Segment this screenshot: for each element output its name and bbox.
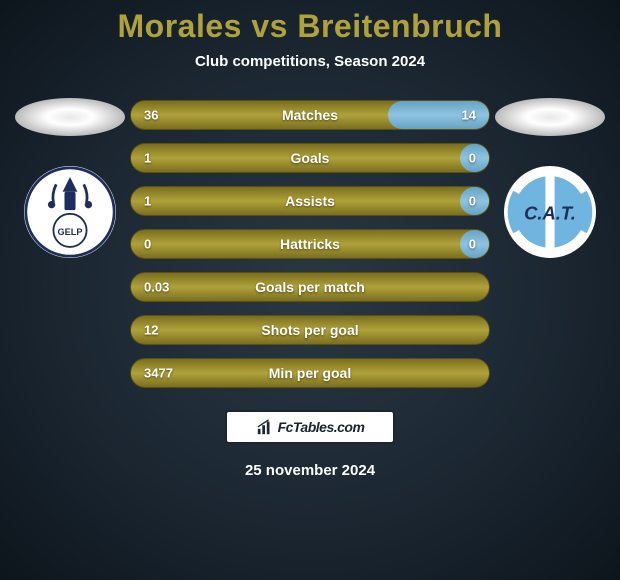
stat-bar: 36 Matches 14	[130, 100, 490, 130]
left-column: GELP	[10, 98, 130, 258]
stat-bar: 1 Assists 0	[130, 186, 490, 216]
stat-bar: 0.03 Goals per match	[130, 272, 490, 302]
footer-date: 25 november 2024	[245, 462, 375, 479]
stat-right-value: 0	[469, 151, 476, 166]
gimnasia-badge-icon: GELP	[24, 166, 116, 258]
svg-text:C.A.T.: C.A.T.	[524, 202, 576, 223]
stat-bar: 0 Hattricks 0	[130, 229, 490, 259]
right-player-placeholder	[495, 98, 605, 136]
stat-left-value: 0	[144, 237, 151, 252]
stat-label: Goals per match	[255, 279, 365, 295]
right-column: C.A.T.	[490, 98, 610, 258]
stat-bar: 3477 Min per goal	[130, 358, 490, 388]
stat-label: Matches	[282, 107, 338, 123]
stat-label: Hattricks	[280, 236, 340, 252]
svg-text:GELP: GELP	[57, 227, 82, 237]
stat-left-value: 1	[144, 151, 151, 166]
main-row: GELP 36 Matches 14 1 Goals 0 1 Assists 0 0 Hattric…	[0, 98, 620, 388]
stat-left-value: 12	[144, 323, 158, 338]
stat-label: Shots per goal	[261, 322, 358, 338]
stat-right-value: 14	[462, 108, 476, 123]
stat-label: Assists	[285, 193, 335, 209]
stat-bar: 12 Shots per goal	[130, 315, 490, 345]
stat-right-value: 0	[469, 237, 476, 252]
page-title: Morales vs Breitenbruch	[118, 8, 503, 45]
stat-right-value: 0	[469, 194, 476, 209]
stat-bar: 1 Goals 0	[130, 143, 490, 173]
atletico-badge-icon: C.A.T.	[504, 166, 596, 258]
stat-label: Goals	[291, 150, 330, 166]
stats-column: 36 Matches 14 1 Goals 0 1 Assists 0 0 Hattricks 0 0.…	[130, 98, 490, 388]
brand-logo[interactable]: FcTables.com	[225, 410, 395, 444]
stat-label: Min per goal	[269, 365, 351, 381]
content-container: Morales vs Breitenbruch Club competition…	[0, 0, 620, 580]
left-player-placeholder	[15, 98, 125, 136]
stat-left-value: 1	[144, 194, 151, 209]
stat-left-value: 3477	[144, 366, 173, 381]
stat-left-value: 36	[144, 108, 158, 123]
stat-left-value: 0.03	[144, 280, 169, 295]
right-club-badge: C.A.T.	[504, 166, 596, 258]
left-club-badge: GELP	[24, 166, 116, 258]
chart-icon	[256, 418, 274, 436]
brand-text: FcTables.com	[278, 419, 365, 435]
page-subtitle: Club competitions, Season 2024	[195, 53, 425, 70]
